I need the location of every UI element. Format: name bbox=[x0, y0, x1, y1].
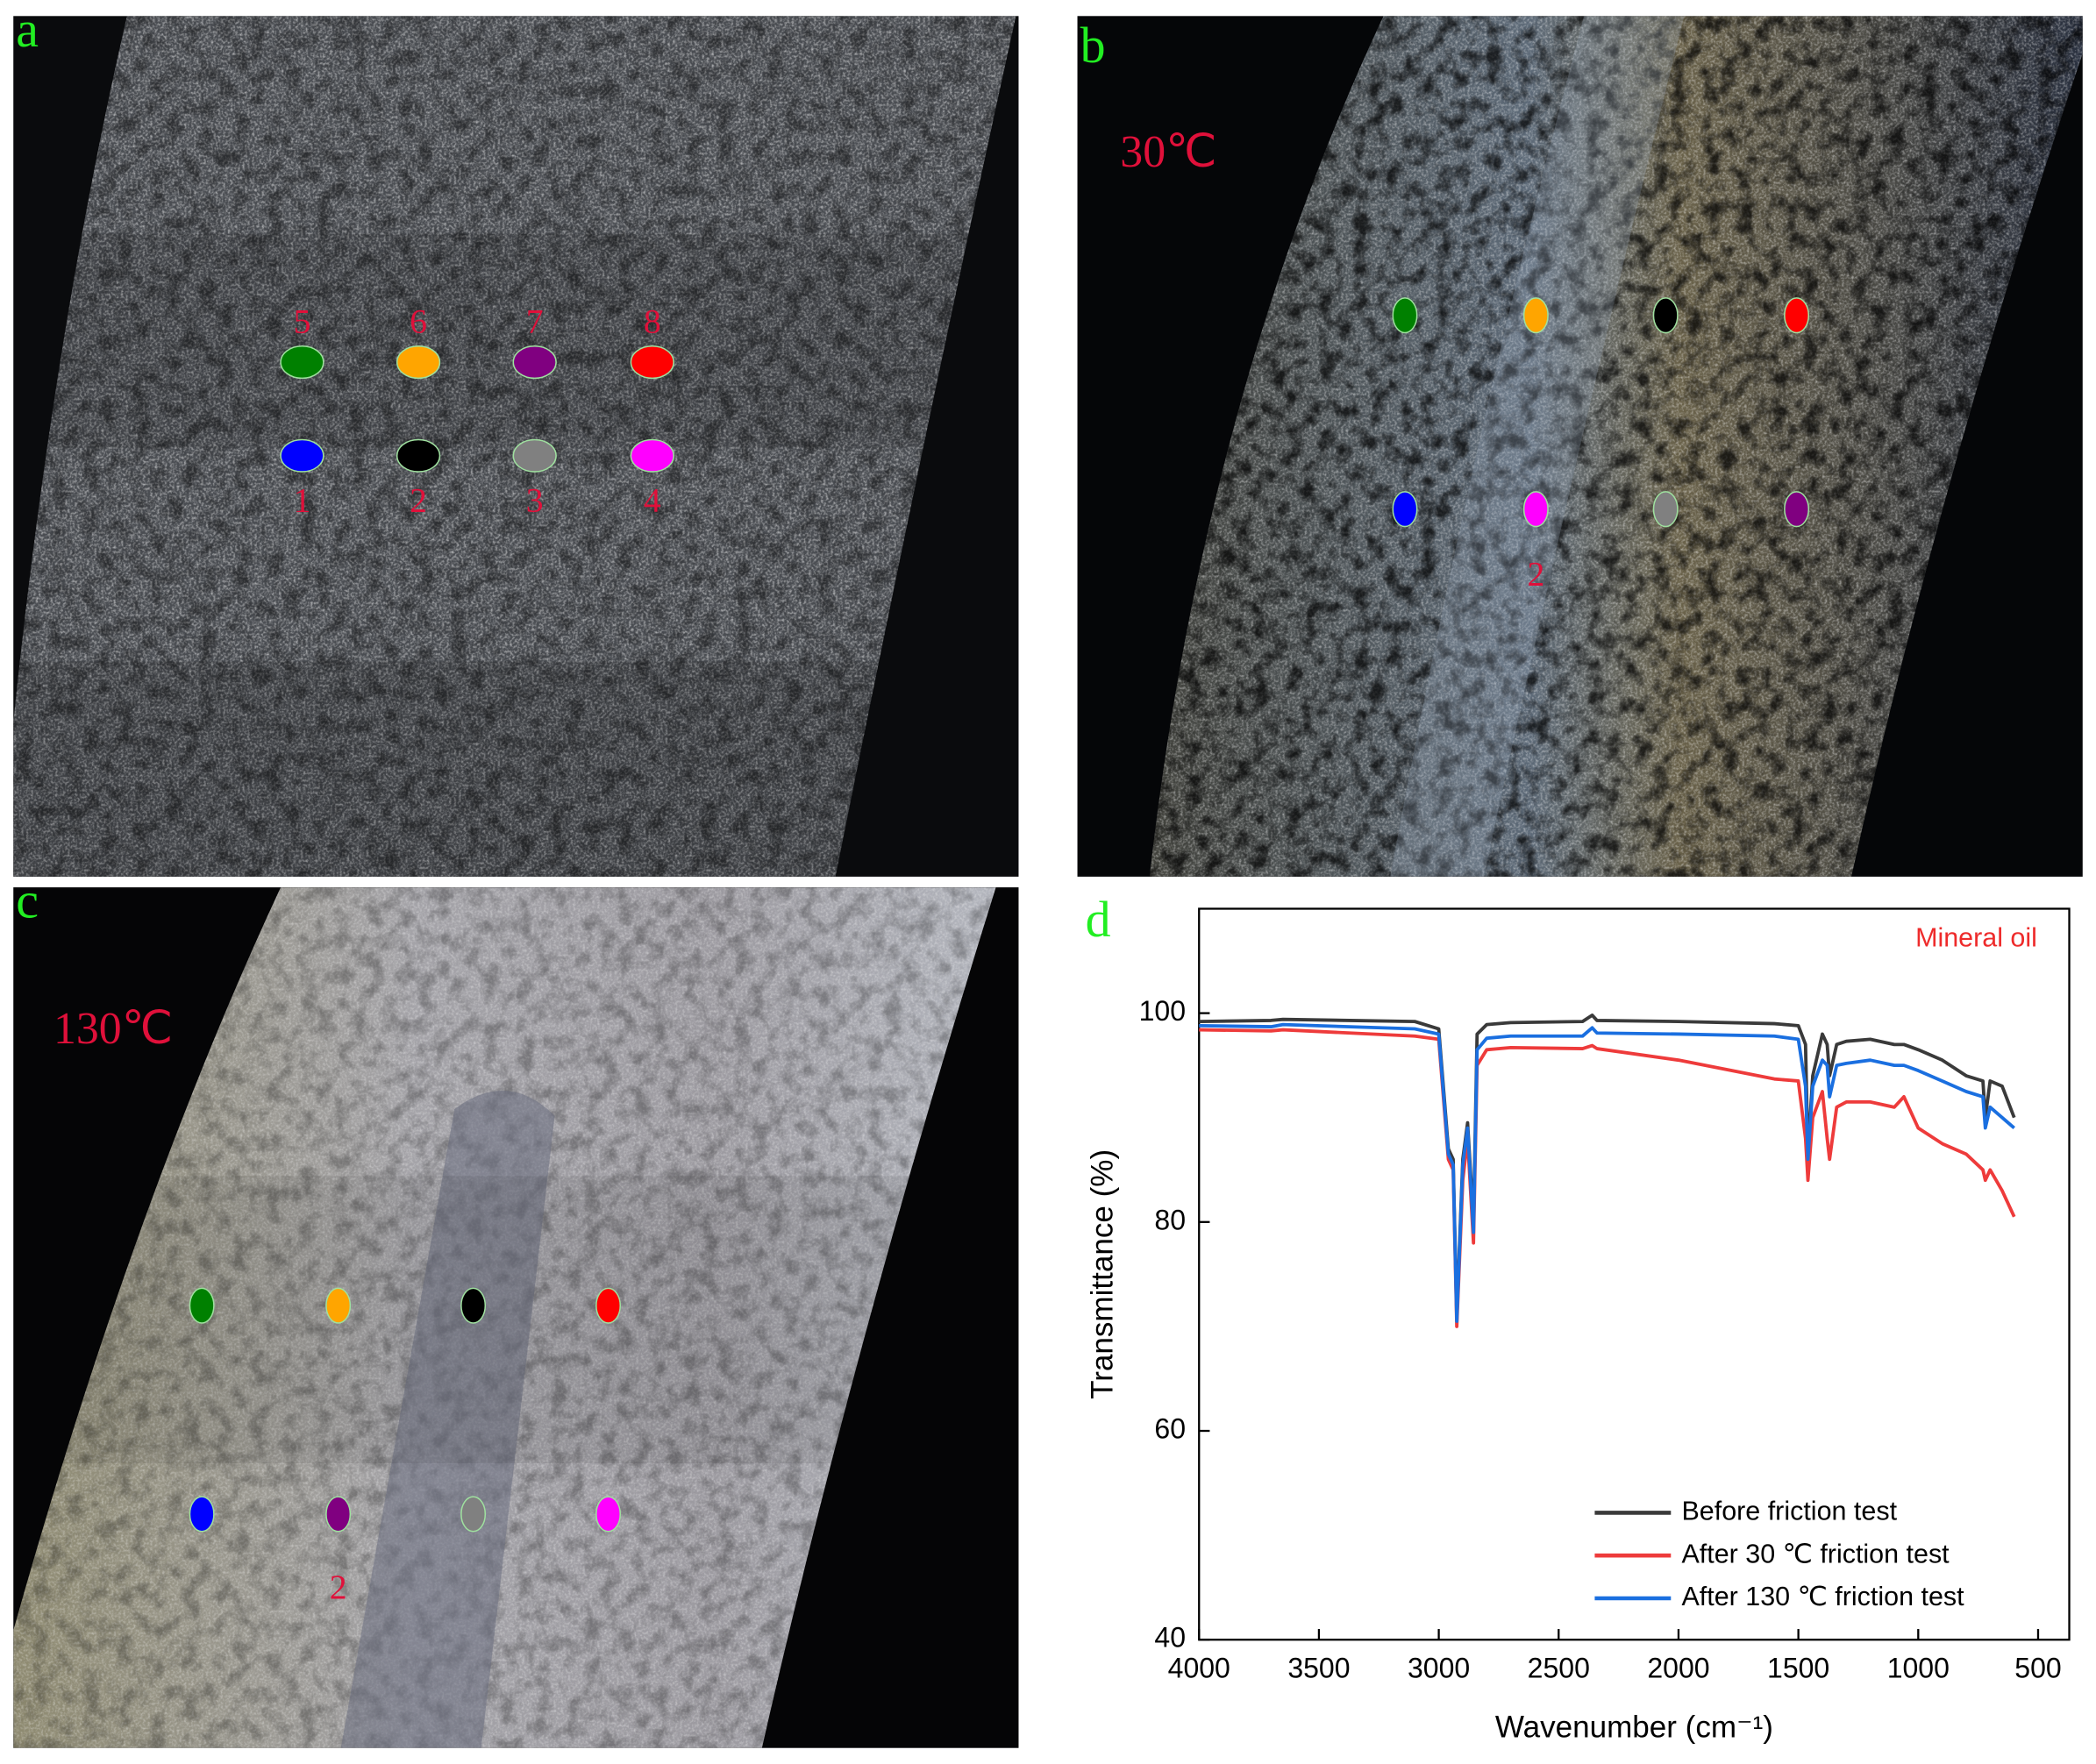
spot bbox=[1522, 297, 1549, 334]
plot-frame bbox=[1198, 907, 2071, 1641]
spot bbox=[325, 1287, 352, 1324]
spot bbox=[512, 345, 557, 380]
annotation: Mineral oil bbox=[1915, 923, 2037, 953]
x-tick-label: 2500 bbox=[1528, 1653, 1590, 1684]
spot bbox=[512, 438, 557, 473]
legend-label: After 130 ℃ friction test bbox=[1681, 1582, 1964, 1611]
x-tick-label: 2000 bbox=[1647, 1653, 1709, 1684]
spot bbox=[1652, 491, 1679, 528]
spot-label: 3 bbox=[526, 481, 544, 520]
spot-label: 2 bbox=[330, 1568, 347, 1606]
spot-label: 7 bbox=[526, 302, 544, 340]
spot-label: 4 bbox=[644, 481, 661, 520]
spot-label: 2 bbox=[1527, 555, 1544, 594]
spot bbox=[280, 438, 324, 473]
spot bbox=[189, 1496, 215, 1533]
spot bbox=[396, 438, 441, 473]
temperature-label: 30℃ bbox=[1120, 127, 1216, 177]
micrograph-c bbox=[13, 887, 1019, 1748]
spot bbox=[1784, 491, 1810, 528]
spot bbox=[630, 438, 674, 473]
spot bbox=[460, 1287, 487, 1324]
x-tick-label: 1000 bbox=[1887, 1653, 1950, 1684]
ftir-chart: d 4000 3500 3000 2500 2000 1500 1000 500 40 60 80 10… bbox=[1085, 891, 2071, 1745]
spot bbox=[1652, 297, 1679, 334]
spot bbox=[325, 1496, 352, 1533]
spot-label: 2 bbox=[410, 481, 427, 520]
spot bbox=[1522, 491, 1549, 528]
y-tick-label: 80 bbox=[1154, 1204, 1186, 1235]
series-line bbox=[1199, 1022, 2015, 1323]
spot-label: 1 bbox=[294, 481, 311, 520]
panel-label: d bbox=[1086, 891, 1111, 948]
spot bbox=[630, 345, 674, 380]
legend-label: Before friction test bbox=[1681, 1496, 1897, 1526]
x-tick-label: 500 bbox=[2014, 1653, 2061, 1684]
x-tick-label: 3000 bbox=[1408, 1653, 1470, 1684]
spot bbox=[595, 1287, 622, 1324]
x-tick-label: 1500 bbox=[1767, 1653, 1829, 1684]
spot bbox=[460, 1496, 487, 1533]
spot-label: 5 bbox=[294, 302, 311, 340]
spot bbox=[189, 1287, 215, 1324]
panel-label: a bbox=[16, 1, 39, 58]
temperature-label: 130℃ bbox=[53, 1004, 173, 1054]
series-line bbox=[1199, 1028, 2016, 1328]
x-tick-label: 3500 bbox=[1287, 1653, 1350, 1684]
series-line bbox=[1199, 1014, 2016, 1318]
panel-label: b bbox=[1080, 17, 1106, 74]
spot-label: 6 bbox=[410, 302, 427, 340]
panel-label: c bbox=[16, 872, 39, 929]
x-axis-label: Wavenumber (cm⁻¹) bbox=[1495, 1711, 1773, 1745]
legend-label: After 30 ℃ friction test bbox=[1681, 1539, 1950, 1568]
y-tick-label: 100 bbox=[1139, 995, 1186, 1027]
spot bbox=[396, 345, 441, 380]
spot bbox=[1392, 491, 1418, 528]
y-tick-label: 40 bbox=[1154, 1622, 1186, 1654]
spot bbox=[595, 1496, 622, 1533]
micrograph-a bbox=[13, 16, 1019, 877]
x-tick-label: 4000 bbox=[1168, 1653, 1230, 1684]
spot bbox=[1392, 297, 1418, 334]
micrograph-b bbox=[1077, 16, 2083, 877]
spot bbox=[280, 345, 324, 380]
y-tick-label: 60 bbox=[1154, 1412, 1186, 1444]
panel-overlays: a 5 6 7 8 1 2 3 4 b 30℃ 2 c 130℃ 2 bbox=[16, 1, 1810, 1606]
spot bbox=[1784, 297, 1810, 334]
y-axis-label: Transmittance (%) bbox=[1085, 1149, 1119, 1399]
spot-label: 8 bbox=[644, 302, 661, 340]
